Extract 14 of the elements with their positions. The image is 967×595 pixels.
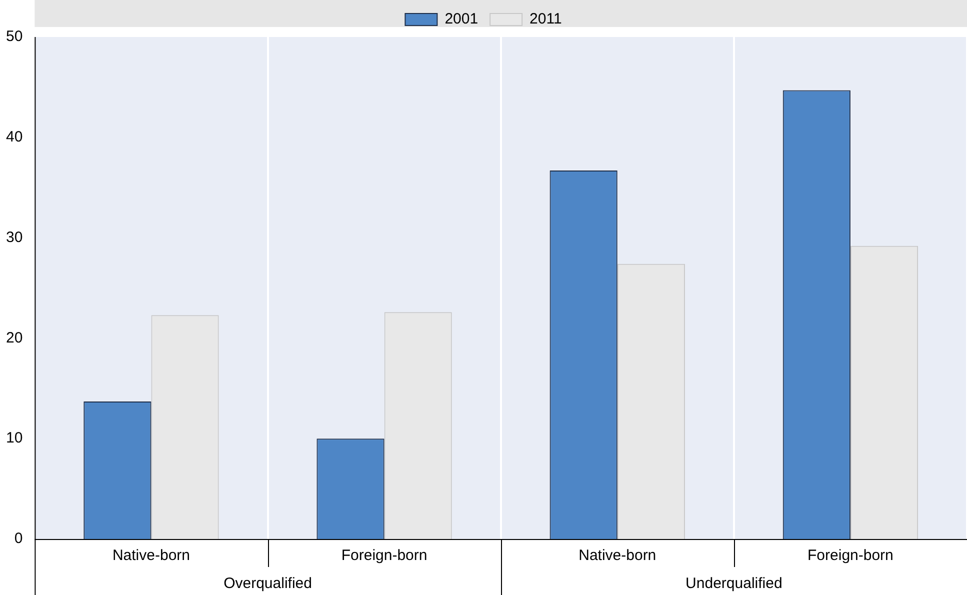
legend-label: 2001 [444, 10, 478, 28]
y-tick-label: 40 [6, 128, 23, 146]
x-tick-label: Foreign-born [341, 547, 428, 564]
y-tick-label: 50 [6, 28, 23, 46]
x-tick-label: Foreign-born [808, 547, 894, 564]
y-tick-label: 30 [6, 228, 23, 246]
y-tick-label: 0 [14, 530, 23, 548]
x-tick-label: Native-born [578, 547, 656, 564]
x-tick-label: Native-born [112, 547, 190, 564]
text: 2011 [530, 10, 562, 28]
y-tick-label: 20 [6, 329, 23, 346]
text: Underqualified [686, 575, 782, 592]
text: Overqualified [224, 575, 312, 592]
y-tick-label: 10 [6, 430, 23, 447]
